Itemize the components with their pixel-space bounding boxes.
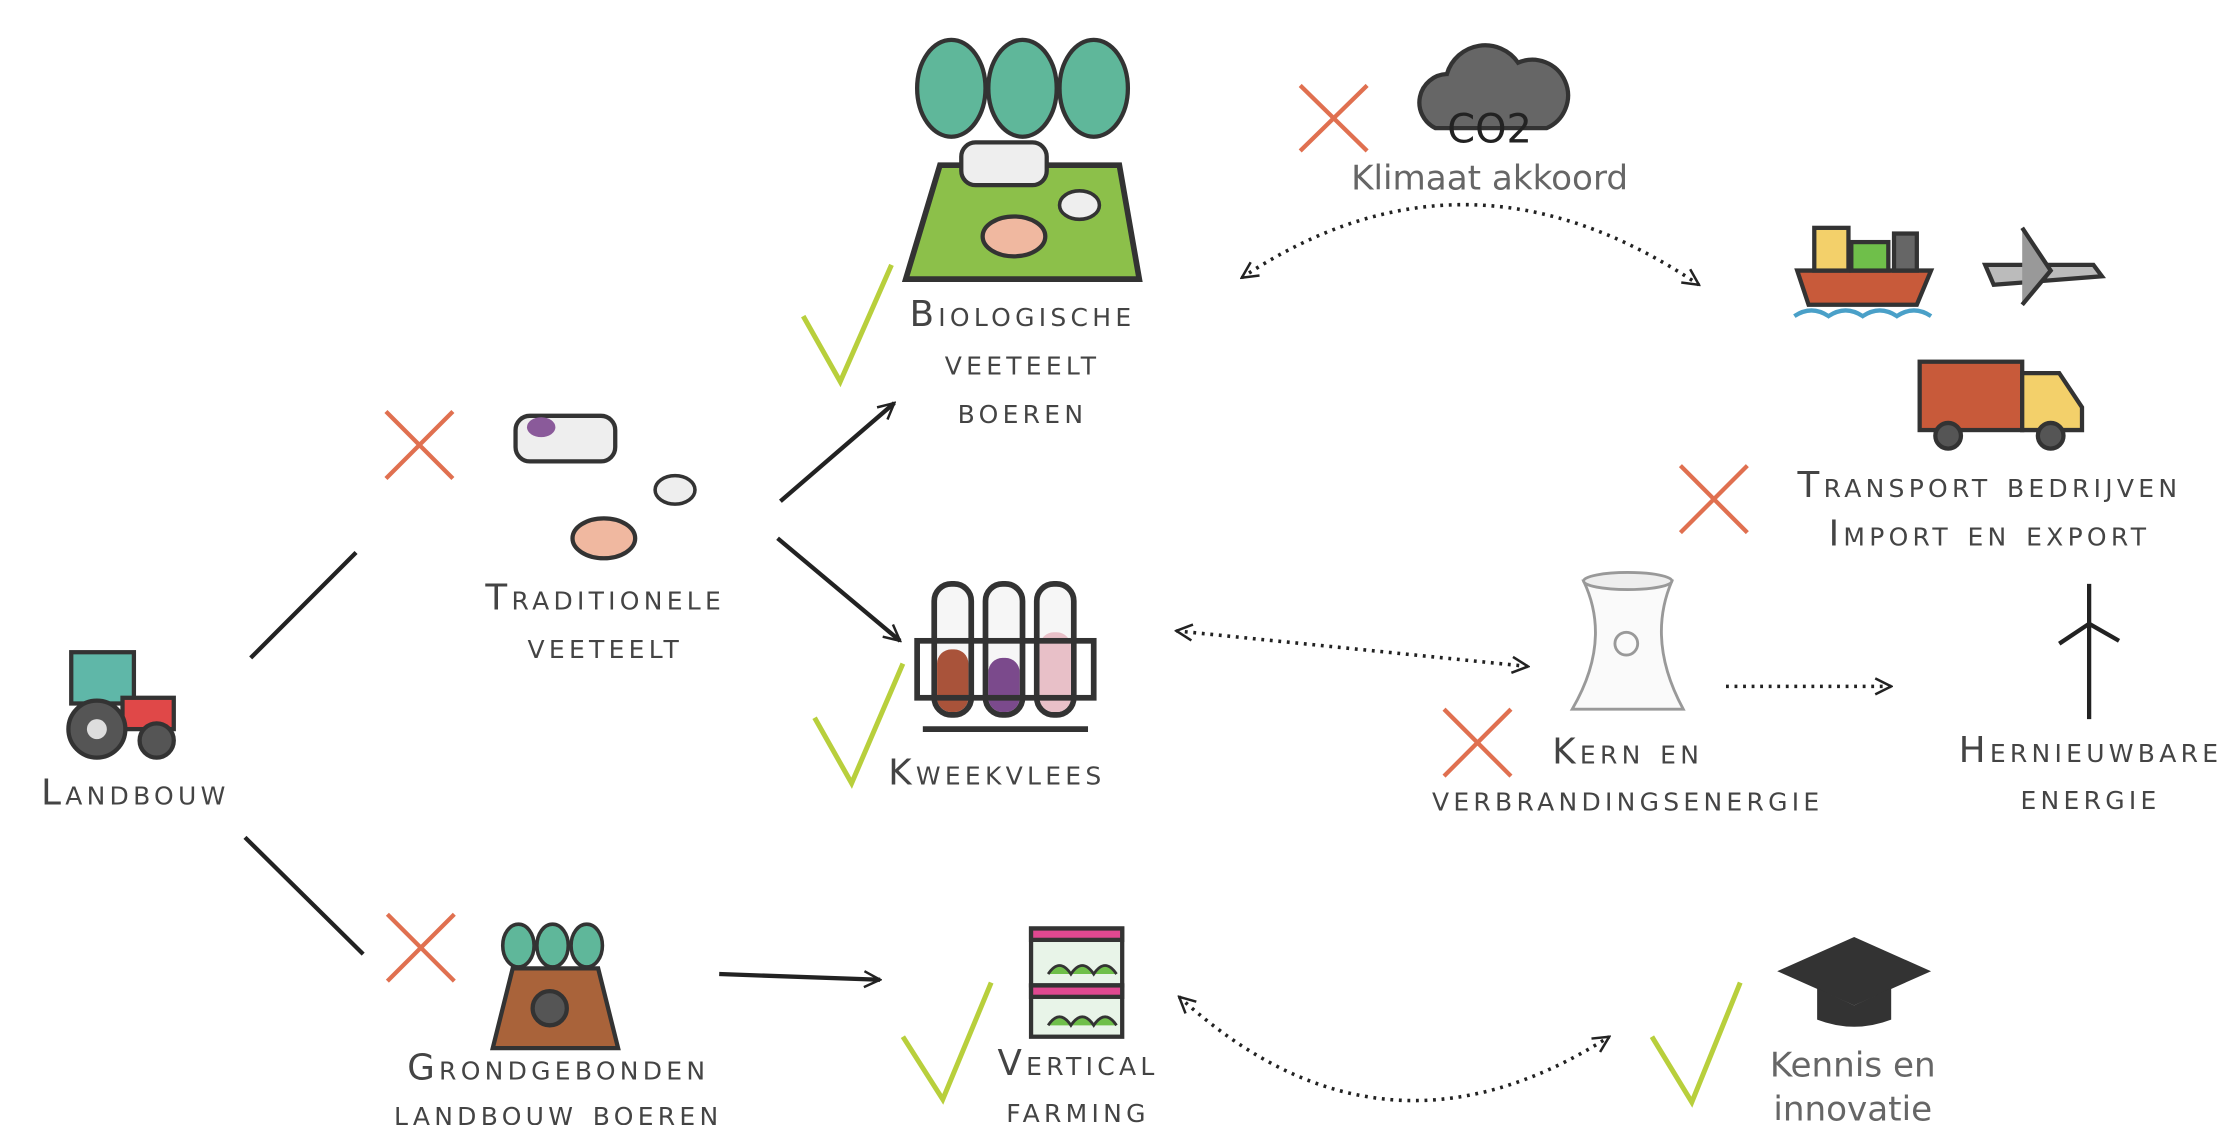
node-label: Vertical xyxy=(998,1043,1159,1084)
cooling-tower-icon xyxy=(1572,572,1683,709)
node-label: Klimaat akkoord xyxy=(1351,158,1628,198)
node-label: Transport bedrijven xyxy=(1797,465,2182,506)
node-label: Landbouw xyxy=(41,773,229,814)
node-label: Kennis en xyxy=(1770,1046,1936,1086)
node-label: boeren xyxy=(958,391,1088,432)
node-label: Traditionele xyxy=(484,577,725,618)
node-label: Hernieuwbare xyxy=(1959,730,2223,771)
node-label: Grondgebonden xyxy=(407,1047,709,1088)
co2-label: CO2 xyxy=(1447,106,1532,152)
organic-farm-icon xyxy=(906,40,1140,279)
node-label: Import en export xyxy=(1829,513,2151,554)
wind-turbine-icon xyxy=(2059,584,2119,719)
livestock-icon xyxy=(516,416,695,558)
node-label: veeteelt xyxy=(528,626,684,667)
node-label: energie xyxy=(2020,777,2160,818)
node-label: landbouw boeren xyxy=(394,1093,722,1125)
cloud-icon: CO2 xyxy=(1419,45,1568,152)
node-label: Kweekvlees xyxy=(888,753,1105,794)
field-icon xyxy=(493,924,618,1048)
graduation-cap-icon xyxy=(1777,937,1931,1027)
node-label: Biologische xyxy=(910,294,1136,335)
diagram: CO2 Landbouw Traditionele veeteelt Biolo… xyxy=(0,0,2233,1125)
tractor-icon xyxy=(68,652,173,757)
test-tubes-icon xyxy=(917,584,1094,729)
node-label: Kern en xyxy=(1552,731,1703,772)
node-label: innovatie xyxy=(1773,1090,1932,1125)
node-label: veeteelt xyxy=(945,343,1101,384)
vertical-farm-icon xyxy=(1031,928,1122,1036)
node-label: farming xyxy=(1006,1090,1149,1125)
node-label: verbrandingsenergie xyxy=(1432,778,1824,819)
transport-icons xyxy=(1794,228,2102,449)
